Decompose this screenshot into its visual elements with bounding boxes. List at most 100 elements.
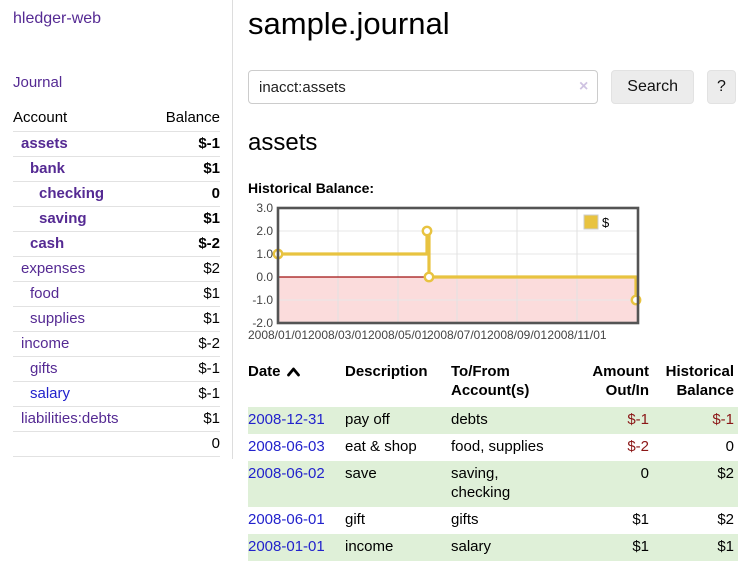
account-balance: $-1 bbox=[149, 131, 220, 157]
account-link-liabilities-debts[interactable]: liabilities:debts bbox=[21, 410, 119, 427]
transaction-date-link[interactable]: 2008-06-03 bbox=[248, 438, 325, 455]
account-balance: $2 bbox=[149, 256, 220, 282]
transaction-amount: $1 bbox=[632, 511, 649, 528]
page-title: sample.journal bbox=[248, 6, 450, 41]
transaction-balance: $1 bbox=[653, 534, 738, 561]
sidebar-item-journal[interactable]: Journal bbox=[13, 74, 63, 91]
account-link-checking[interactable]: checking bbox=[39, 185, 105, 202]
transaction-amount: $-1 bbox=[581, 407, 653, 434]
account-link-salary[interactable]: salary bbox=[30, 385, 71, 402]
help-button[interactable]: ? bbox=[706, 70, 736, 104]
account-link-food[interactable]: food bbox=[30, 285, 60, 302]
account-balance: $-2 bbox=[149, 231, 220, 257]
search-input[interactable] bbox=[248, 70, 599, 104]
account-row: gifts $-1 bbox=[13, 356, 220, 382]
plot-border bbox=[276, 206, 640, 325]
transaction-row: 2008-12-31 pay off debts $-1 $-1 bbox=[248, 407, 738, 434]
hledger-web-app: hledger-web Journal Account Balance asse… bbox=[0, 0, 742, 561]
account-link-gifts[interactable]: gifts bbox=[30, 360, 58, 377]
svg-text:2008/07/01: 2008/07/01 bbox=[427, 328, 487, 342]
transaction-balance: $2 bbox=[653, 461, 738, 507]
svg-text:2008/09/01: 2008/09/01 bbox=[487, 328, 547, 342]
account-link-supplies[interactable]: supplies bbox=[30, 310, 86, 327]
main-content: sample.journal × Search ? assets Histori… bbox=[233, 0, 742, 561]
x-axis-labels: 2008/01/01 2008/03/01 2008/05/01 2008/07… bbox=[248, 328, 607, 342]
transaction-balance: $-1 bbox=[653, 407, 738, 434]
svg-text:3.0: 3.0 bbox=[256, 201, 273, 215]
account-row: bank $1 bbox=[13, 156, 220, 182]
app-title-link[interactable]: hledger-web bbox=[13, 10, 102, 27]
transaction-description: save bbox=[345, 461, 451, 507]
clear-search-icon[interactable]: × bbox=[578, 78, 589, 95]
account-balance: 0 bbox=[149, 181, 220, 207]
legend-swatch bbox=[583, 214, 599, 230]
register-header-accounts: To/From Account(s) bbox=[451, 363, 530, 399]
svg-text:-2.0: -2.0 bbox=[252, 316, 273, 330]
transaction-row: 2008-06-02 save saving, checking 0 $2 bbox=[248, 461, 738, 507]
search-button[interactable]: Search bbox=[611, 70, 694, 104]
sidebar: hledger-web Journal Account Balance asse… bbox=[0, 0, 233, 459]
search-form: × Search ? bbox=[248, 70, 736, 104]
accounts-header-account: Account bbox=[13, 109, 68, 126]
transaction-date-link[interactable]: 2008-06-01 bbox=[248, 511, 325, 528]
account-balance: $1 bbox=[149, 281, 220, 307]
transaction-row: 2008-01-01 income salary $1 $1 bbox=[248, 534, 738, 561]
account-row: food $1 bbox=[13, 281, 220, 307]
vertical-gridlines bbox=[337, 208, 578, 323]
register-header-description: Description bbox=[345, 363, 428, 380]
account-link-cash[interactable]: cash bbox=[30, 235, 65, 252]
transaction-accounts: saving, checking bbox=[451, 461, 581, 507]
transaction-accounts: food, supplies bbox=[451, 438, 544, 455]
transaction-date-link[interactable]: 2008-06-02 bbox=[248, 465, 325, 482]
register-header-balance: Historical Balance bbox=[665, 363, 734, 399]
account-link-bank[interactable]: bank bbox=[30, 160, 66, 177]
svg-text:0.0: 0.0 bbox=[256, 270, 273, 284]
accounts-total-row: 0 bbox=[13, 431, 220, 457]
y-axis-labels: 3.0 2.0 1.0 0.0 -1.0 -2.0 bbox=[252, 201, 273, 330]
account-balance: $-1 bbox=[149, 356, 220, 382]
search-input-wrap: × bbox=[248, 70, 599, 104]
transaction-date-link[interactable]: 2008-01-01 bbox=[248, 538, 325, 555]
account-link-expenses[interactable]: expenses bbox=[21, 260, 86, 277]
account-balance: $1 bbox=[149, 406, 220, 432]
account-row: expenses $2 bbox=[13, 256, 220, 282]
register-header-amount: Amount Out/In bbox=[592, 363, 649, 399]
svg-text:2008/01/01: 2008/01/01 bbox=[248, 328, 308, 342]
account-row: income $-2 bbox=[13, 331, 220, 357]
account-row: saving $1 bbox=[13, 206, 220, 232]
transaction-balance: $2 bbox=[717, 511, 734, 528]
transaction-description: pay off bbox=[345, 407, 451, 434]
transaction-description: gift bbox=[345, 511, 366, 528]
chevron-up-icon bbox=[286, 367, 300, 376]
account-row: liabilities:debts $1 bbox=[13, 406, 220, 432]
account-row: salary $-1 bbox=[13, 381, 220, 407]
transaction-description: income bbox=[345, 534, 451, 561]
transaction-description: eat & shop bbox=[345, 438, 417, 455]
accounts-table: Account Balance assets $-1 bank $1 check… bbox=[13, 105, 220, 457]
register-table: Date Description To/From Account(s) Amou… bbox=[248, 360, 738, 561]
account-row: supplies $1 bbox=[13, 306, 220, 332]
historical-balance-chart: $ 3.0 2.0 1.0 0.0 -1.0 -2.0 2008/01/01 2… bbox=[248, 201, 642, 342]
transaction-row: 2008-06-03 eat & shop food, supplies $-2… bbox=[248, 434, 738, 461]
account-heading: assets bbox=[248, 129, 318, 156]
transaction-date-link[interactable]: 2008-12-31 bbox=[248, 411, 325, 428]
svg-text:2008/03/01: 2008/03/01 bbox=[308, 328, 368, 342]
transaction-row: 2008-06-01 gift gifts $1 $2 bbox=[248, 507, 738, 534]
transaction-accounts: salary bbox=[451, 534, 581, 561]
transaction-accounts: gifts bbox=[451, 511, 479, 528]
account-balance: $-1 bbox=[149, 381, 220, 407]
account-balance: $1 bbox=[149, 206, 220, 232]
svg-text:2008/05/01: 2008/05/01 bbox=[368, 328, 428, 342]
account-link-assets[interactable]: assets bbox=[21, 135, 68, 152]
register-header-date[interactable]: Date bbox=[248, 360, 345, 407]
account-link-income[interactable]: income bbox=[21, 335, 70, 352]
svg-text:1.0: 1.0 bbox=[256, 247, 273, 261]
accounts-total-value: 0 bbox=[149, 431, 220, 457]
svg-text:2.0: 2.0 bbox=[256, 224, 273, 238]
account-row: cash $-2 bbox=[13, 231, 220, 257]
transaction-amount: 0 bbox=[581, 461, 653, 507]
account-link-saving[interactable]: saving bbox=[39, 210, 87, 227]
date-header-label: Date bbox=[248, 363, 281, 380]
transaction-amount: $-2 bbox=[627, 438, 649, 455]
svg-text:2008/11/01: 2008/11/01 bbox=[547, 328, 606, 342]
